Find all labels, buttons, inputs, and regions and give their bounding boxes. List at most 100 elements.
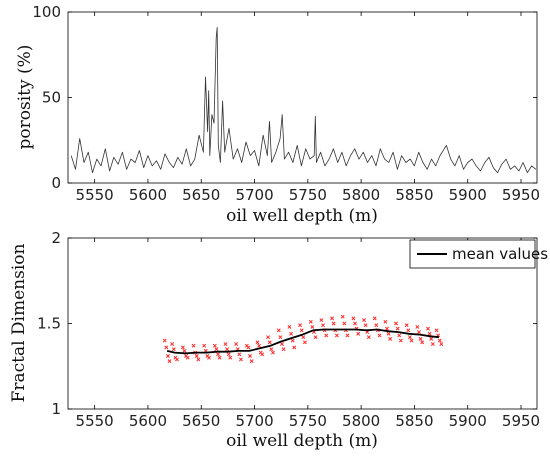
scatter-point — [374, 323, 379, 328]
scatter-point — [290, 338, 295, 343]
scatter-point — [248, 354, 252, 358]
scatter-point — [308, 319, 313, 324]
scatter-point — [165, 354, 170, 358]
scatter-point — [249, 359, 254, 364]
scatter-point — [319, 318, 324, 323]
scatter-point — [182, 348, 187, 353]
scatter-point — [170, 342, 175, 346]
scatter-point — [406, 328, 411, 333]
scatter-point — [216, 352, 220, 357]
legend-label: mean values — [452, 245, 548, 263]
scatter-point — [366, 335, 371, 340]
scatter-point — [372, 316, 377, 321]
scatter-point — [342, 321, 347, 326]
scatter-point — [171, 347, 176, 352]
scatter-point — [207, 355, 211, 360]
scatter-point — [246, 345, 251, 350]
porosity-x-tick-label: 5600 — [129, 186, 167, 204]
fractal-x-tick-label: 5650 — [182, 412, 220, 430]
fractal-y-tick-label: 1.5 — [37, 315, 61, 333]
scatter-point — [260, 352, 265, 357]
fractal-y-axis-label: Fractal Dimension — [9, 243, 29, 402]
scatter-point — [430, 342, 435, 346]
fractal-x-tick-label: 5700 — [235, 412, 273, 430]
porosity-y-tick-label: 100 — [32, 3, 61, 21]
porosity-panel: 5550 5600 5650 5700 5750 5800 5850 5900 5950 0 50 1… — [15, 3, 540, 226]
scatter-point — [330, 316, 335, 321]
scatter-point — [409, 338, 414, 343]
porosity-plot-area — [67, 11, 538, 184]
scatter-point — [175, 357, 179, 362]
porosity-x-tick-label: 5950 — [502, 186, 540, 204]
scatter-point — [394, 321, 398, 326]
scatter-point — [353, 321, 357, 326]
scatter-point — [226, 352, 231, 357]
scatter-point — [302, 340, 307, 345]
scatter-point — [397, 333, 402, 338]
mean-values-line — [166, 328, 439, 355]
scatter-point — [217, 355, 222, 360]
porosity-y-tick-label: 0 — [51, 174, 61, 192]
porosity-series-line — [70, 26, 537, 174]
scatter-point — [212, 343, 217, 348]
scatter-point — [363, 323, 368, 328]
scatter-point — [383, 319, 388, 324]
scatter-point — [167, 359, 172, 364]
scatter-point — [324, 333, 329, 338]
scatter-point — [185, 355, 190, 360]
scatter-point — [289, 331, 293, 336]
porosity-x-tick-label: 5800 — [342, 186, 380, 204]
fractal-mean-series — [166, 328, 439, 355]
scatter-point — [321, 323, 325, 328]
scatter-point — [388, 336, 393, 341]
porosity-x-tick-label: 5750 — [289, 186, 327, 204]
fractal-x-tick-label: 5850 — [395, 412, 433, 430]
scatter-point — [340, 314, 345, 319]
scatter-point — [395, 326, 400, 331]
scatter-point — [194, 354, 199, 358]
scatter-point — [362, 318, 367, 323]
scatter-point — [270, 350, 275, 355]
scatter-point — [356, 331, 361, 336]
scatter-point — [180, 345, 185, 350]
scatter-point — [429, 336, 434, 341]
fractal-x-tick-label: 5750 — [289, 412, 327, 430]
scatter-point — [301, 335, 306, 340]
fractal-x-tick-label: 5800 — [342, 412, 380, 430]
scatter-point — [298, 323, 303, 328]
scatter-point — [281, 347, 286, 352]
scatter-point — [266, 335, 271, 340]
porosity-x-tick-label: 5650 — [182, 186, 220, 204]
scatter-point — [234, 342, 239, 346]
fractal-ticks: 5550 5600 5650 5700 5750 5800 5850 5900 5950 1 1.5… — [37, 229, 540, 430]
scatter-point — [404, 323, 409, 328]
porosity-x-axis-label: oil well depth (m) — [226, 206, 378, 226]
scatter-point — [237, 352, 242, 357]
legend: mean values — [409, 239, 548, 269]
scatter-point — [276, 328, 281, 333]
porosity-x-tick-label: 5900 — [449, 186, 487, 204]
scatter-point — [280, 342, 284, 346]
porosity-y-axis-label: porosity (%) — [15, 45, 35, 150]
scatter-point — [299, 328, 304, 333]
scatter-point — [407, 335, 412, 340]
scatter-point — [427, 331, 432, 336]
scatter-point — [202, 343, 207, 348]
scatter-point — [269, 347, 274, 352]
scatter-point — [398, 338, 403, 343]
scatter-point — [331, 321, 336, 326]
porosity-x-tick-label: 5850 — [395, 186, 433, 204]
scatter-point — [238, 357, 243, 362]
scatter-point — [439, 342, 444, 346]
scatter-point — [223, 342, 228, 346]
fractal-x-tick-label: 5600 — [129, 412, 167, 430]
porosity-ticks: 5550 5600 5650 5700 5750 5800 5850 5900 5950 0 50 1… — [32, 3, 540, 204]
fractal-y-tick-label: 1 — [51, 400, 61, 418]
scatter-point — [162, 338, 167, 343]
scatter-point — [437, 338, 442, 343]
scatter-point — [415, 324, 420, 329]
scatter-point — [420, 340, 425, 345]
scatter-point — [426, 326, 430, 331]
scatter-point — [310, 324, 315, 329]
